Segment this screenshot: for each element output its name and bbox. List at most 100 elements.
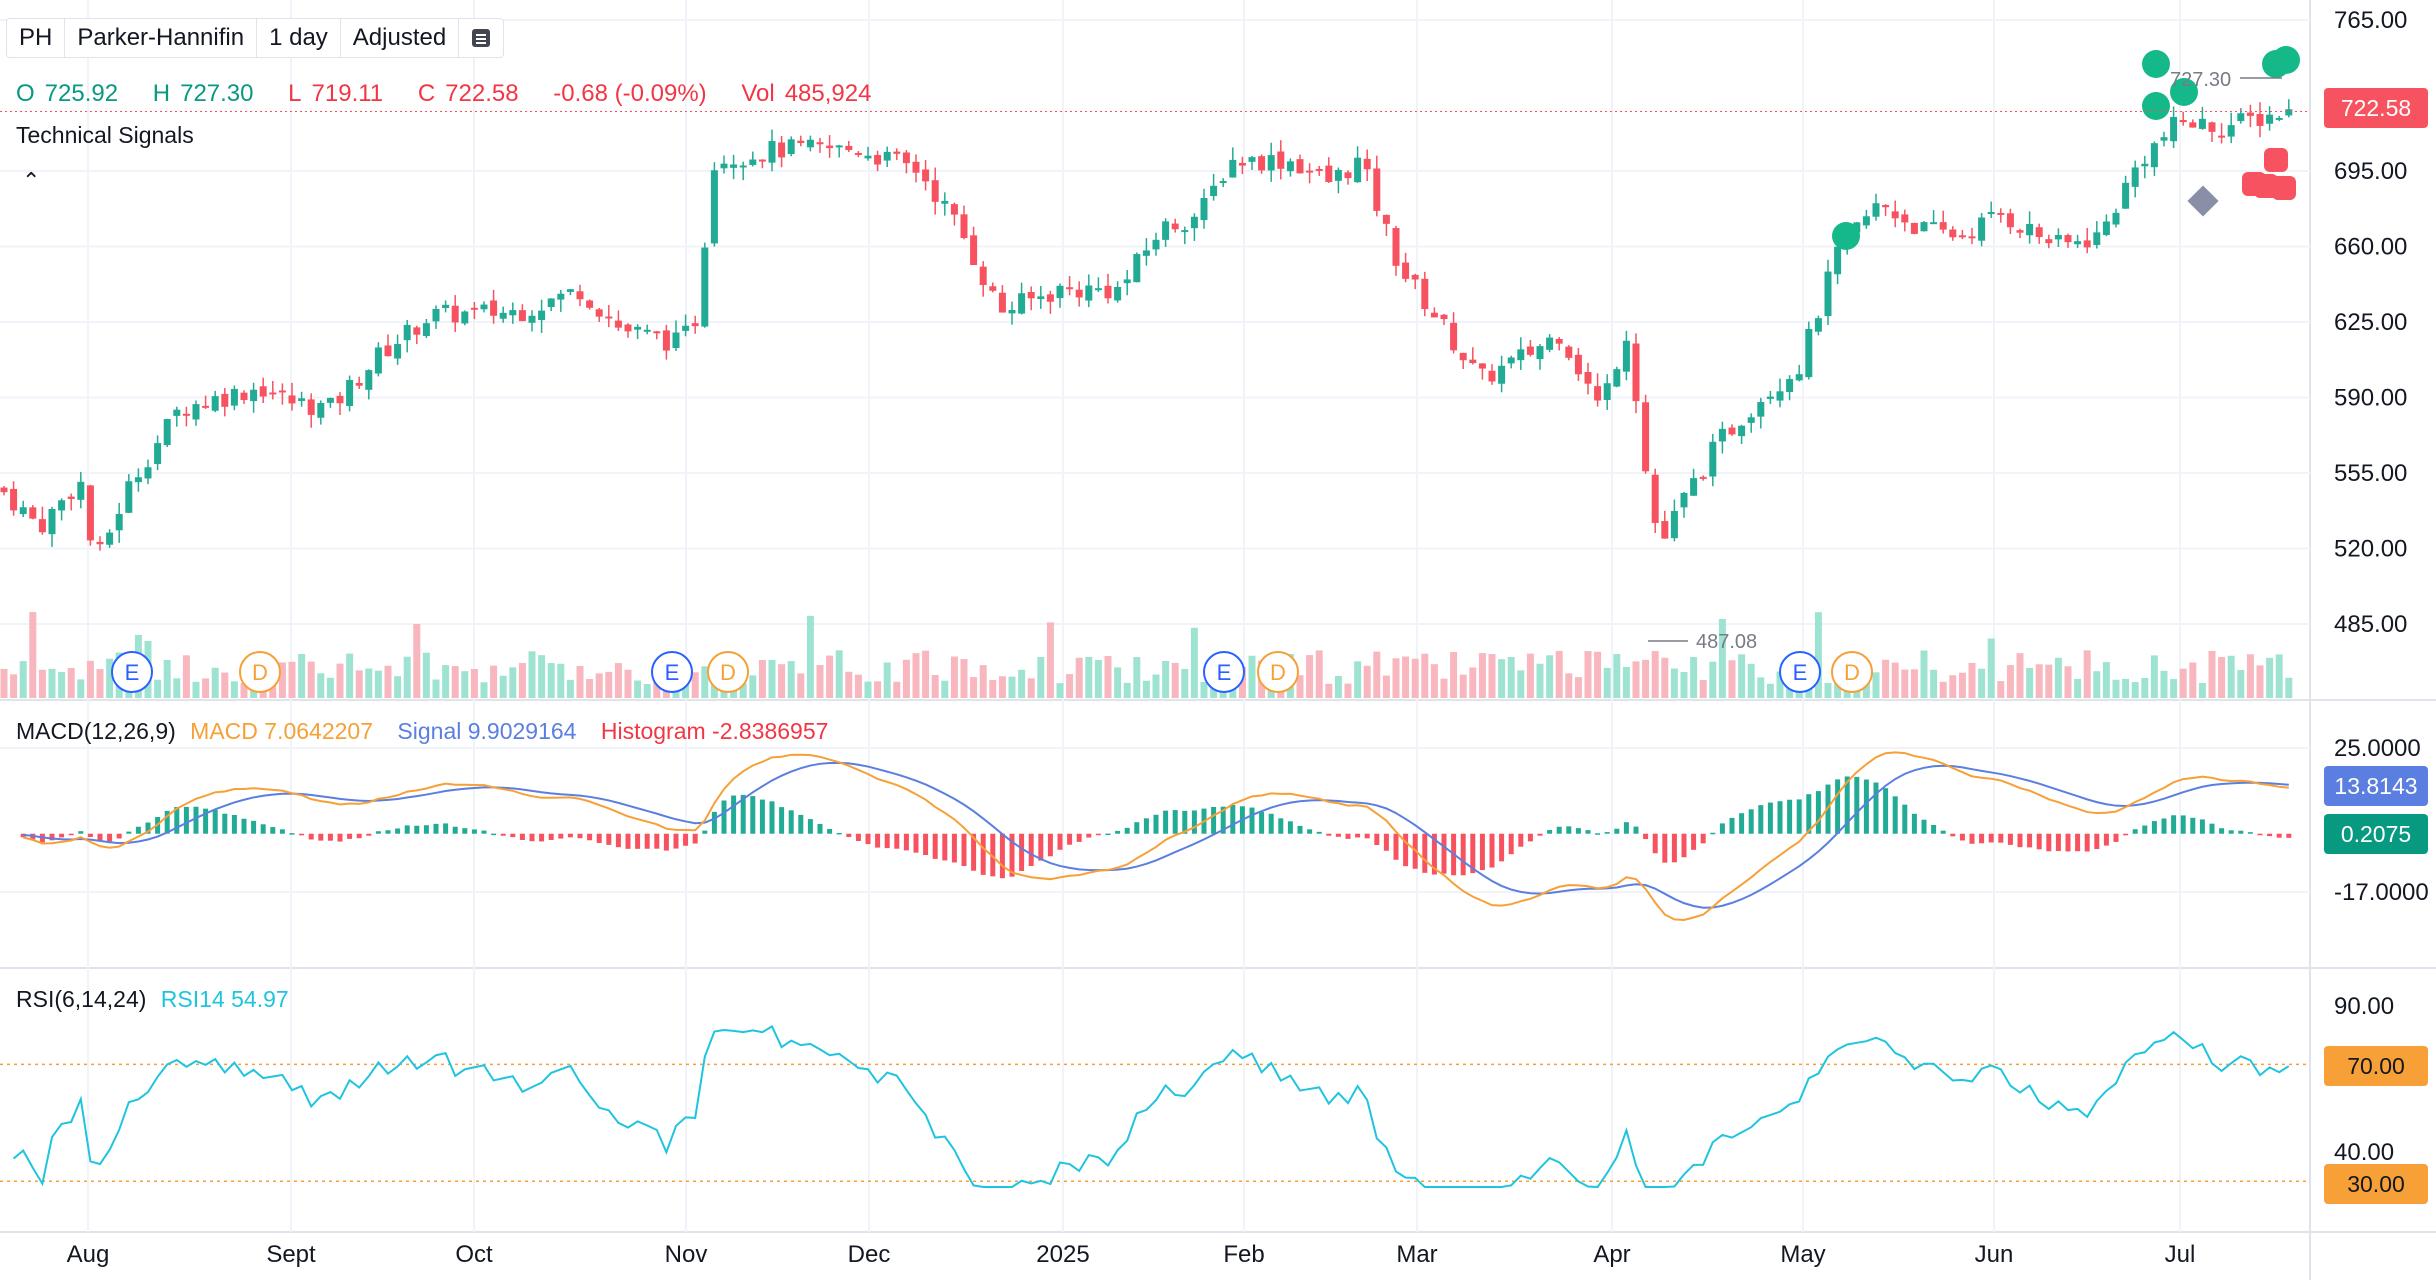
macd-histogram-bar [903, 833, 909, 851]
candle-body [701, 247, 709, 327]
macd-histogram-bar [2219, 828, 2225, 834]
macd-histogram-bar [1662, 833, 1668, 863]
volume-bar [518, 662, 526, 698]
volume-bar [557, 663, 565, 698]
volume-bar [1997, 681, 2005, 698]
candle-body [845, 145, 853, 151]
macd-histogram-bar [107, 833, 113, 842]
macd-histogram-bar [625, 833, 631, 849]
volume-bar [960, 659, 968, 698]
chevron-up-icon[interactable]: ⌃ [22, 168, 41, 193]
candle-body [1776, 391, 1784, 401]
macd-histogram-bar [932, 833, 938, 859]
macd-histogram-bar [462, 828, 468, 834]
macd-histogram-bar [865, 833, 871, 845]
macd-histogram-bar [87, 833, 93, 838]
macd-histogram-bar [251, 820, 257, 834]
macd-histogram-bar [817, 823, 823, 834]
macd-histogram-bar [1163, 810, 1169, 834]
volume-bar [1354, 661, 1362, 698]
volume-bar [1642, 659, 1650, 698]
volume-bar [1152, 674, 1160, 698]
symbol-ticker[interactable]: PH [7, 19, 66, 57]
macd-histogram-bar [1998, 833, 2004, 843]
volume-bar [2237, 669, 2245, 698]
candle-body [2208, 122, 2216, 132]
candle-body [1354, 157, 1362, 183]
technical-signals-label[interactable]: Technical Signals [16, 122, 194, 148]
volume-bar [451, 666, 459, 698]
candle-body [1594, 386, 1602, 401]
volume-bar [854, 674, 862, 698]
company-name[interactable]: Parker-Hannifin [65, 19, 258, 57]
candle-body [336, 395, 344, 404]
candle-body [2218, 135, 2226, 138]
macd-histogram-bar [491, 833, 497, 836]
list-icon[interactable] [459, 19, 503, 57]
candle-body [1210, 185, 1218, 197]
candle-body [1699, 476, 1707, 479]
macd-histogram-bar [1931, 824, 1937, 834]
candle-body [154, 443, 162, 465]
volume-bar [1094, 660, 1102, 698]
macd-histogram-bar [1614, 828, 1620, 834]
rsi-line [12, 1024, 2290, 1189]
macd-histogram-bar [2199, 819, 2205, 834]
macd-histogram-bar [385, 830, 391, 834]
candle-body [2102, 221, 2110, 235]
macd-histogram-bar [1095, 833, 1101, 836]
adjustment-selector[interactable]: Adjusted [341, 19, 460, 57]
macd-histogram-bar [299, 833, 305, 836]
macd-histogram-bar [1604, 832, 1610, 834]
macd-histogram-bar [1873, 782, 1879, 834]
volume-bar [1238, 666, 1246, 698]
bullish-signal-dot [2142, 50, 2170, 78]
candle-body [317, 402, 325, 418]
volume-bar [1190, 627, 1198, 698]
low-price-marker: 487.08 [1696, 631, 1757, 653]
candle-body [1114, 287, 1122, 301]
macd-histogram-bar [750, 796, 756, 834]
candle-body [1690, 478, 1698, 496]
volume-bar [528, 651, 536, 698]
candle-body [288, 395, 296, 404]
volume-bar [346, 653, 354, 698]
macd-histogram-bar [260, 824, 266, 834]
volume-bar [1142, 680, 1150, 698]
volume-bar [835, 650, 843, 698]
macd-histogram-bar [798, 814, 804, 834]
volume-bar [1450, 652, 1458, 698]
macd-histogram-bar [779, 807, 785, 834]
candle-body [2170, 116, 2178, 142]
volume-bar [643, 683, 651, 698]
candlestick-series[interactable] [0, 99, 2293, 551]
volume-bar [106, 658, 114, 698]
volume-bar [634, 680, 642, 698]
candle-body [749, 159, 757, 165]
candle-body [1574, 354, 1582, 375]
candle-body [2083, 240, 2091, 248]
candle-body [1517, 349, 1525, 361]
earnings-event-marker [1203, 651, 1245, 693]
candle-body [566, 289, 574, 292]
candle-body [1094, 288, 1102, 291]
macd-histogram-bar [423, 825, 429, 834]
candle-body [1526, 346, 1534, 355]
candle-body [1546, 337, 1554, 350]
volume-bar [1373, 651, 1381, 698]
macd-histogram-bar [587, 833, 593, 841]
volume-bar [2160, 670, 2168, 698]
candle-body [662, 330, 670, 351]
macd-histogram-bar [1431, 833, 1437, 875]
macd-histogram-bar [2247, 832, 2253, 834]
macd-axis-label: -17.0000 [2334, 879, 2429, 906]
macd-histogram-bar [2171, 815, 2177, 834]
macd-histogram-bar [1777, 801, 1783, 834]
macd-histogram-bar [270, 827, 276, 834]
macd-histogram-bar [1028, 833, 1034, 866]
interval-selector[interactable]: 1 day [257, 19, 341, 57]
time-axis-label: Mar [1396, 1241, 1437, 1268]
volume-bar [230, 681, 238, 698]
